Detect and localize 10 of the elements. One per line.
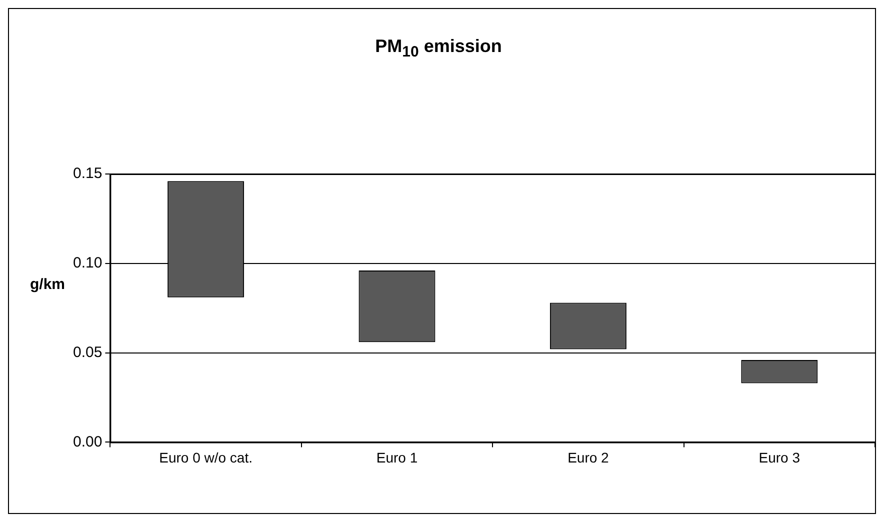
y-axis-title: g/km bbox=[30, 276, 66, 293]
y-tick-label: 0.10 bbox=[72, 254, 102, 272]
x-tick-label: Euro 2 bbox=[568, 449, 610, 466]
x-tick-label: Euro 1 bbox=[376, 449, 418, 466]
y-tick-label: 0.00 bbox=[72, 433, 102, 450]
chart-title: PM$_{10}$ emission bbox=[374, 36, 503, 61]
y-tick-label: 0.15 bbox=[72, 165, 102, 182]
x-tick-label: Euro 3 bbox=[758, 449, 800, 466]
x-tick-label: Euro 0 w/o cat. bbox=[159, 449, 252, 466]
y-tick-label: 0.05 bbox=[72, 344, 102, 361]
